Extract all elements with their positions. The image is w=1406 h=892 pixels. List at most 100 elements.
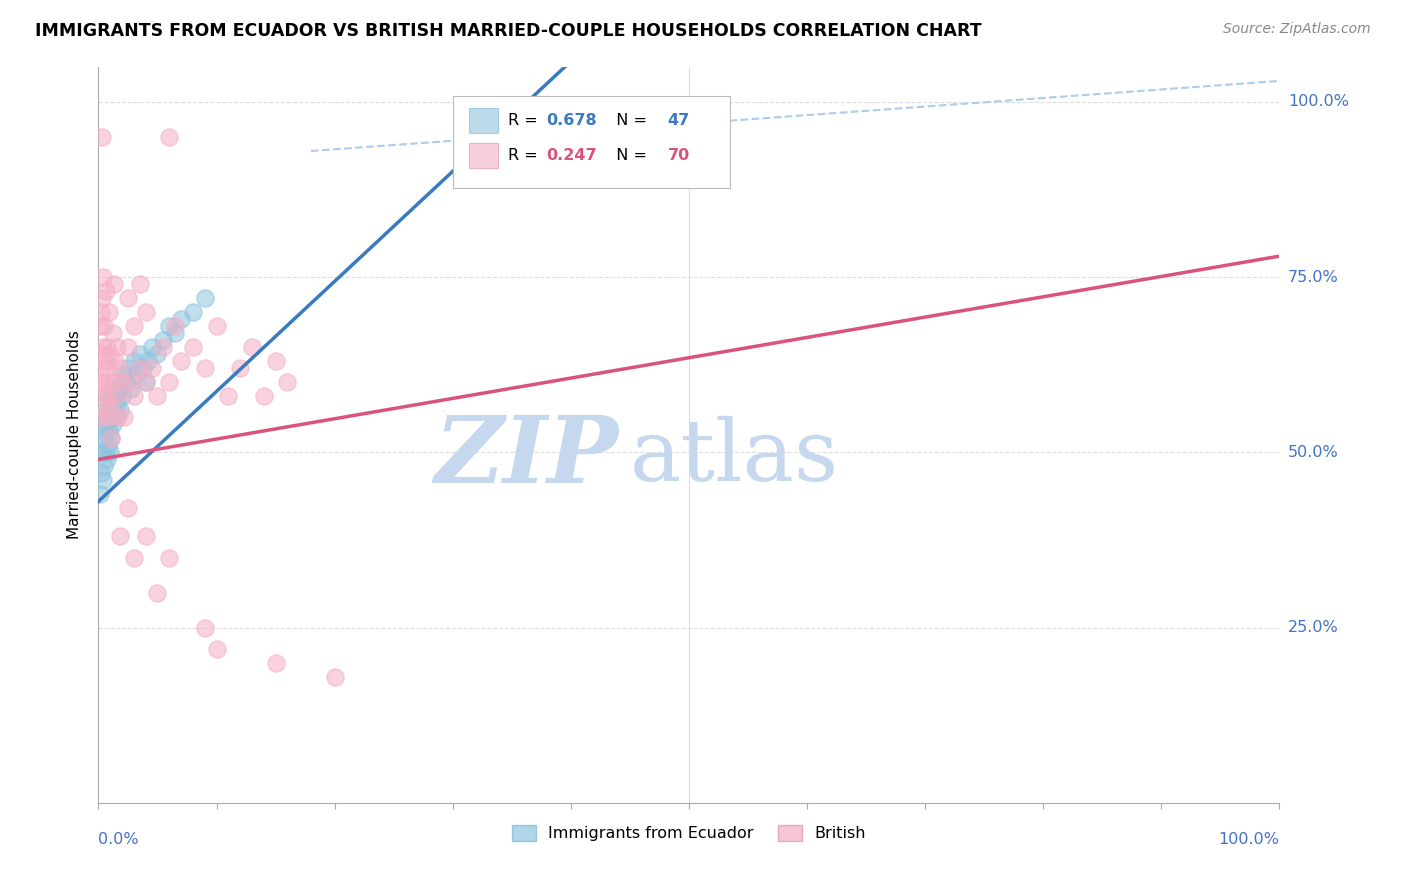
Point <box>98 410 121 425</box>
Point <box>264 354 287 368</box>
Point <box>105 396 128 410</box>
Y-axis label: Married-couple Households: Married-couple Households <box>67 330 83 540</box>
Text: R =: R = <box>508 113 543 128</box>
Point <box>90 467 112 481</box>
Point <box>122 354 145 368</box>
Point <box>276 376 298 390</box>
Point <box>229 361 252 376</box>
Point <box>96 417 118 432</box>
Point <box>107 410 129 425</box>
Text: Source: ZipAtlas.com: Source: ZipAtlas.com <box>1223 22 1371 37</box>
Point <box>165 326 187 341</box>
Point <box>135 529 157 543</box>
Point <box>110 376 132 390</box>
Point <box>264 656 287 670</box>
Point <box>146 585 169 599</box>
Point <box>98 305 121 319</box>
Point <box>98 445 121 459</box>
Text: atlas: atlas <box>630 416 839 499</box>
Point <box>112 368 135 383</box>
Point <box>194 291 217 305</box>
Point <box>96 340 118 354</box>
Point <box>97 389 120 403</box>
Text: IMMIGRANTS FROM ECUADOR VS BRITISH MARRIED-COUPLE HOUSEHOLDS CORRELATION CHART: IMMIGRANTS FROM ECUADOR VS BRITISH MARRI… <box>35 22 981 40</box>
Text: 0.0%: 0.0% <box>98 832 139 847</box>
Legend: Immigrants from Ecuador, British: Immigrants from Ecuador, British <box>505 819 873 847</box>
Point <box>117 501 139 516</box>
Point <box>105 410 128 425</box>
Text: 70: 70 <box>668 148 690 162</box>
Point <box>94 354 117 368</box>
Point <box>111 389 134 403</box>
Point <box>89 376 111 390</box>
Point <box>128 361 150 376</box>
Point <box>170 354 193 368</box>
Point <box>94 445 117 459</box>
Text: 50.0%: 50.0% <box>1288 445 1339 460</box>
Point <box>91 291 114 305</box>
Point <box>136 354 159 368</box>
Point <box>98 376 121 390</box>
Point <box>146 347 169 361</box>
Point <box>93 376 115 390</box>
Point <box>105 340 128 354</box>
Point <box>93 319 115 334</box>
Point <box>152 333 174 347</box>
Point <box>141 361 163 376</box>
Point <box>100 382 122 396</box>
Point <box>107 382 129 396</box>
Point <box>128 347 150 361</box>
Point <box>89 319 111 334</box>
Point <box>97 410 120 425</box>
Point <box>93 425 115 439</box>
Point <box>146 389 169 403</box>
Point <box>96 452 118 467</box>
Point <box>157 550 180 565</box>
Point <box>101 417 124 432</box>
Point <box>108 529 131 543</box>
Point <box>97 361 120 376</box>
Point <box>117 291 139 305</box>
Point <box>157 376 180 390</box>
Point <box>135 376 157 390</box>
Point <box>122 319 145 334</box>
Text: 100.0%: 100.0% <box>1288 95 1348 110</box>
Text: 75.0%: 75.0% <box>1288 269 1339 285</box>
Text: N =: N = <box>606 148 652 162</box>
Point <box>323 670 346 684</box>
Text: 0.678: 0.678 <box>546 113 596 128</box>
Point <box>101 326 124 341</box>
Text: 0.247: 0.247 <box>546 148 596 162</box>
Point <box>205 641 228 656</box>
Point <box>98 425 121 439</box>
Point <box>194 621 217 635</box>
Point <box>98 396 121 410</box>
Point <box>128 277 150 292</box>
Point <box>170 312 193 326</box>
Point <box>152 340 174 354</box>
FancyBboxPatch shape <box>470 108 498 133</box>
Text: R =: R = <box>508 148 543 162</box>
Point <box>194 361 217 376</box>
Point <box>121 382 143 396</box>
Point <box>104 354 127 368</box>
Point <box>157 319 180 334</box>
Point <box>91 270 114 285</box>
Point <box>122 550 145 565</box>
Point <box>91 474 114 488</box>
Point <box>98 396 121 410</box>
Point <box>94 403 117 417</box>
Point <box>122 389 145 403</box>
Text: ZIP: ZIP <box>434 412 619 502</box>
Point <box>135 376 157 390</box>
FancyBboxPatch shape <box>470 143 498 168</box>
Point <box>89 487 111 501</box>
Point <box>98 347 121 361</box>
Point <box>91 410 114 425</box>
Point <box>94 403 117 417</box>
Point <box>121 376 143 390</box>
Point <box>103 403 125 417</box>
Point <box>100 431 122 445</box>
Point <box>108 403 131 417</box>
Point <box>93 459 115 474</box>
